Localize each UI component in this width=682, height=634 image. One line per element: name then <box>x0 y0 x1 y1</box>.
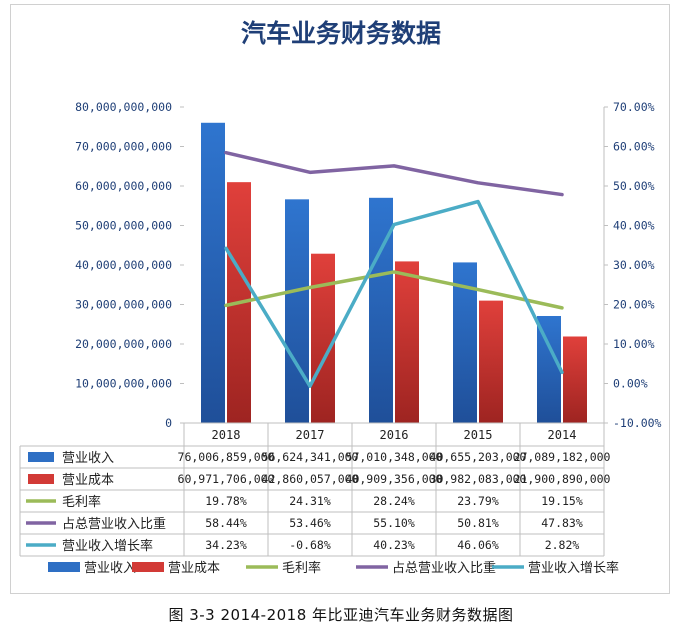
table-cell: 40,909,356,000 <box>346 472 443 486</box>
cost-bar-2017 <box>311 253 335 423</box>
table-cell: 40.23% <box>373 538 415 552</box>
right-tick-label: 70.00% <box>613 100 655 114</box>
category-label-2016: 2016 <box>380 428 409 442</box>
left-tick-label: 0 <box>165 416 172 430</box>
left-axis: 0 10,000,000,000 20,000,000,000 30,000,000,… <box>75 100 184 430</box>
right-tick-label: 0.00% <box>613 377 648 391</box>
right-tick-label: 40.00% <box>613 219 655 233</box>
table-cell: 28.24% <box>373 494 415 508</box>
right-tick-label: -10.00% <box>613 416 662 430</box>
table-cell: 21,900,890,000 <box>514 472 611 486</box>
table-cell: 19.78% <box>205 494 247 508</box>
table-row-label: 营业收入 <box>62 451 114 466</box>
table-row-label: 营业成本 <box>62 473 114 488</box>
revenue-bar-2014 <box>537 315 561 423</box>
table-cell: 53.46% <box>289 516 331 530</box>
revenue-bar-2018 <box>201 122 225 424</box>
left-tick-label: 20,000,000,000 <box>75 337 172 351</box>
table-cell: 27,089,182,000 <box>514 450 611 464</box>
table-cell: 30,982,083,000 <box>430 472 527 486</box>
table-cell: 42,860,057,000 <box>262 472 359 486</box>
table-cell: 19.15% <box>541 494 583 508</box>
legend-label: 营业收入 <box>84 561 136 576</box>
table-cell: 55.10% <box>373 516 415 530</box>
category-label-2015: 2015 <box>464 428 493 442</box>
chart: 汽车业务财务数据 0 10,000,000,000 20,000,000,000 30… <box>19 19 662 576</box>
table-cell: 24.31% <box>289 494 331 508</box>
series-line-1 <box>224 270 564 310</box>
chart-frame <box>10 4 670 594</box>
category-label-2018: 2018 <box>212 428 241 442</box>
left-tick-label: 40,000,000,000 <box>75 258 172 272</box>
table-cell: 2.82% <box>545 538 580 552</box>
table-key-swatch <box>28 474 54 484</box>
legend-swatch <box>48 562 80 572</box>
table-cell: 57,010,348,000 <box>346 450 443 464</box>
table-cell: 47.83% <box>541 516 583 530</box>
left-tick-label: 10,000,000,000 <box>75 377 172 391</box>
left-tick-label: 80,000,000,000 <box>75 100 172 114</box>
table-key-swatch <box>28 452 54 462</box>
right-axis: -10.00% 0.00% 10.00% 20.00% 30.00% 40.00% 50.0… <box>603 100 662 430</box>
legend-label: 营业成本 <box>168 561 220 576</box>
table-cell: 56,624,341,000 <box>262 450 359 464</box>
figure-caption: 图 3-3 2014-2018 年比亚迪汽车业务财务数据图 <box>168 606 514 624</box>
table-cell: 76,006,859,000 <box>178 450 275 464</box>
table-cell: -0.68% <box>289 538 331 552</box>
lines <box>224 150 564 388</box>
series-line-2 <box>224 150 564 197</box>
table-cell: 58.44% <box>205 516 247 530</box>
legend: 营业收入 营业成本 毛利率 占总营业收入比重 营业收入增长率 <box>48 560 619 576</box>
table-cell: 40,655,203,000 <box>430 450 527 464</box>
right-tick-label: 30.00% <box>613 258 655 272</box>
left-tick-label: 50,000,000,000 <box>75 219 172 233</box>
cost-bar-2014 <box>563 336 587 423</box>
table-cell: 23.79% <box>457 494 499 508</box>
chart-title: 汽车业务财务数据 <box>241 19 441 48</box>
left-tick-label: 70,000,000,000 <box>75 140 172 154</box>
legend-label: 毛利率 <box>282 560 321 576</box>
table-row-label: 占总营业收入比重 <box>62 516 166 532</box>
revenue-bar-2017 <box>285 199 309 423</box>
right-tick-label: 20.00% <box>613 298 655 312</box>
cost-bar-2016 <box>395 261 419 423</box>
legend-swatch <box>132 562 164 572</box>
data-table: 2018 2017 2016 2015 2014 营业收入 76,006,859,00056… <box>19 422 611 557</box>
category-label-2014: 2014 <box>548 428 577 442</box>
series-line-3 <box>224 199 564 388</box>
right-tick-label: 10.00% <box>613 337 655 351</box>
table-row-label: 毛利率 <box>62 494 101 510</box>
legend-label: 占总营业收入比重 <box>392 560 496 576</box>
table-cell: 34.23% <box>205 538 247 552</box>
right-tick-label: 60.00% <box>613 140 655 154</box>
right-tick-label: 50.00% <box>613 179 655 193</box>
table-cell: 46.06% <box>457 538 499 552</box>
left-tick-label: 30,000,000,000 <box>75 298 172 312</box>
left-tick-label: 60,000,000,000 <box>75 179 172 193</box>
cost-bar-2015 <box>479 300 503 423</box>
table-row-label: 营业收入增长率 <box>62 538 153 554</box>
table-cell: 50.81% <box>457 516 499 530</box>
table-cell: 60,971,706,000 <box>178 472 275 486</box>
category-label-2017: 2017 <box>296 428 325 442</box>
legend-label: 营业收入增长率 <box>528 560 619 576</box>
